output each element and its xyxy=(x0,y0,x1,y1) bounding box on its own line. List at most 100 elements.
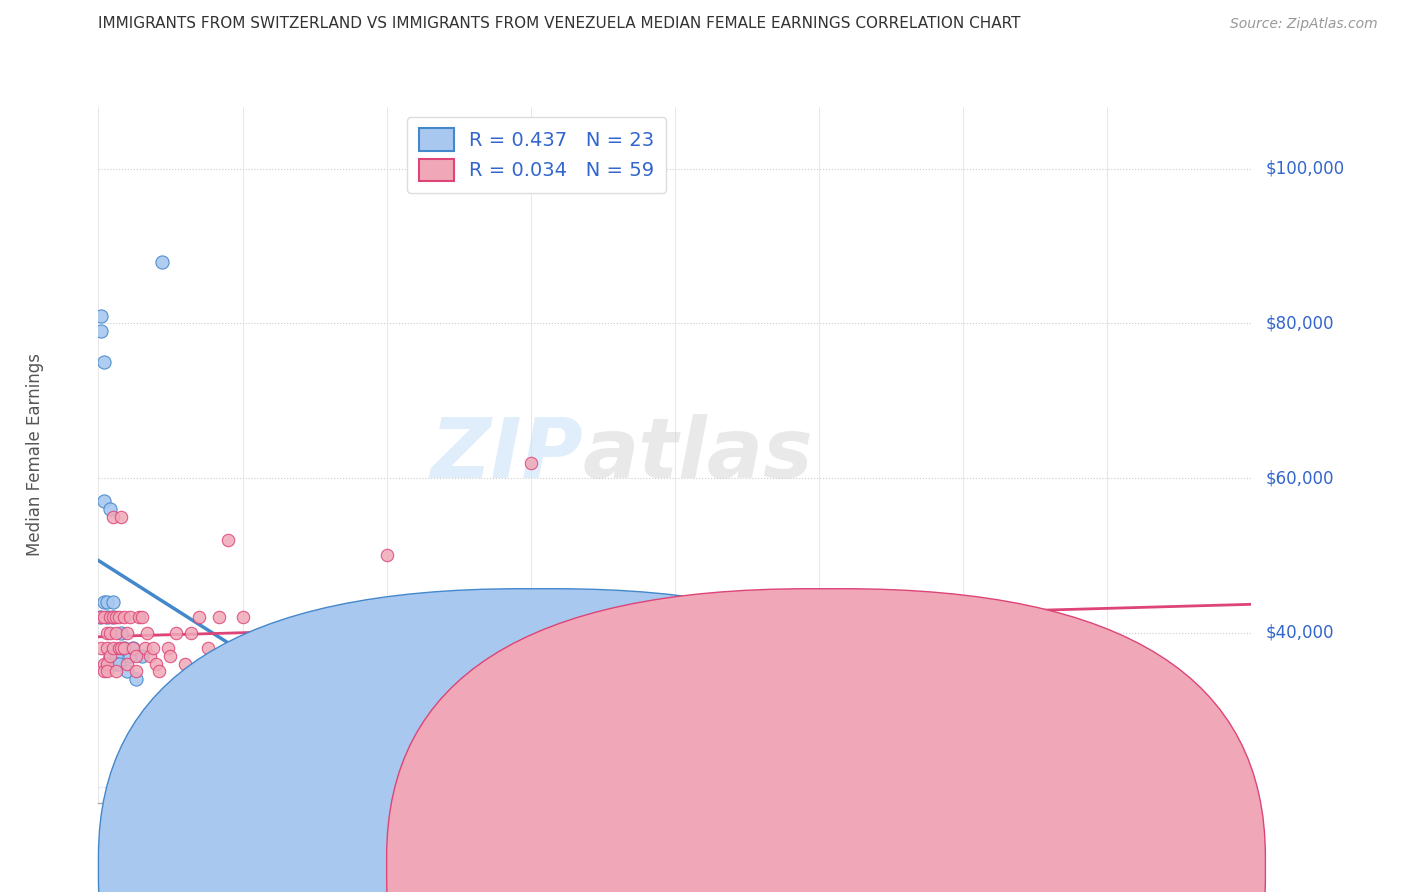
Point xyxy=(125,665,148,679)
Point xyxy=(197,641,219,656)
Point xyxy=(260,641,283,656)
Text: Immigrants from Venezuela: Immigrants from Venezuela xyxy=(851,860,1063,874)
Point xyxy=(145,657,167,671)
Point xyxy=(96,610,118,624)
Point xyxy=(128,610,150,624)
Point xyxy=(104,610,127,624)
Point xyxy=(664,625,686,640)
Point xyxy=(104,657,127,671)
Point xyxy=(208,610,231,624)
Point xyxy=(110,509,132,524)
Point xyxy=(318,665,340,679)
Point xyxy=(98,648,121,663)
Point xyxy=(202,665,225,679)
Point xyxy=(93,665,115,679)
Point xyxy=(120,648,142,663)
Point xyxy=(96,665,118,679)
Point xyxy=(110,641,132,656)
Point xyxy=(159,648,181,663)
Point xyxy=(520,456,543,470)
Point xyxy=(98,648,121,663)
Point xyxy=(110,625,132,640)
Point xyxy=(104,648,127,663)
Point xyxy=(290,657,312,671)
Point xyxy=(107,610,129,624)
Text: $40,000: $40,000 xyxy=(1265,624,1334,641)
Text: Immigrants from Venezuela: Immigrants from Venezuela xyxy=(848,860,1060,874)
Text: $100,000: $100,000 xyxy=(1265,160,1346,178)
Point xyxy=(96,641,118,656)
Text: 0.0%: 0.0% xyxy=(98,845,141,863)
Point xyxy=(107,641,129,656)
Point xyxy=(112,641,135,656)
Point xyxy=(107,657,129,671)
Point xyxy=(104,665,127,679)
Point xyxy=(90,309,112,323)
Point xyxy=(188,610,211,624)
Point xyxy=(346,610,368,624)
Point xyxy=(93,595,115,609)
Point xyxy=(231,610,254,624)
Point xyxy=(117,625,138,640)
Text: ■: ■ xyxy=(524,857,544,877)
Legend: R = 0.437   N = 23, R = 0.034   N = 59: R = 0.437 N = 23, R = 0.034 N = 59 xyxy=(406,117,666,193)
Point xyxy=(90,324,112,338)
Point xyxy=(246,648,269,663)
Point xyxy=(180,625,202,640)
Point xyxy=(112,610,135,624)
Point xyxy=(120,610,142,624)
Point xyxy=(217,533,239,547)
Point xyxy=(98,502,121,516)
Point xyxy=(139,648,162,663)
Point xyxy=(165,625,187,640)
Point xyxy=(156,641,179,656)
Point xyxy=(101,595,124,609)
Point xyxy=(136,625,159,640)
Point xyxy=(96,625,118,640)
Point xyxy=(134,641,156,656)
Point xyxy=(93,657,115,671)
Text: atlas: atlas xyxy=(582,415,813,495)
Point xyxy=(101,610,124,624)
Text: Median Female Earnings: Median Female Earnings xyxy=(25,353,44,557)
Point xyxy=(90,610,112,624)
Point xyxy=(125,672,148,686)
Text: 40.0%: 40.0% xyxy=(1199,845,1251,863)
Point xyxy=(131,610,153,624)
Point xyxy=(117,665,138,679)
Point xyxy=(142,641,165,656)
Point xyxy=(101,610,124,624)
Point xyxy=(375,549,398,563)
Point xyxy=(122,641,145,656)
Point xyxy=(96,595,118,609)
Point xyxy=(98,625,121,640)
Point xyxy=(104,625,127,640)
Text: ■: ■ xyxy=(813,857,832,877)
Point xyxy=(148,665,170,679)
Point xyxy=(117,657,138,671)
Point xyxy=(174,657,197,671)
Point xyxy=(96,657,118,671)
Point xyxy=(89,610,111,624)
Point xyxy=(98,610,121,624)
Point xyxy=(90,641,112,656)
Text: ZIP: ZIP xyxy=(430,415,582,495)
Point xyxy=(150,703,173,717)
Point xyxy=(93,355,115,369)
Point xyxy=(131,648,153,663)
Point xyxy=(101,509,124,524)
Point xyxy=(101,641,124,656)
Point xyxy=(1097,665,1119,679)
Text: IMMIGRANTS FROM SWITZERLAND VS IMMIGRANTS FROM VENEZUELA MEDIAN FEMALE EARNINGS : IMMIGRANTS FROM SWITZERLAND VS IMMIGRANT… xyxy=(98,16,1021,31)
Text: Source: ZipAtlas.com: Source: ZipAtlas.com xyxy=(1230,17,1378,31)
Point xyxy=(93,494,115,508)
Point xyxy=(125,648,148,663)
Point xyxy=(122,641,145,656)
Point xyxy=(93,610,115,624)
Point xyxy=(150,254,173,268)
Point xyxy=(112,641,135,656)
Text: Immigrants from Switzerland: Immigrants from Switzerland xyxy=(562,860,785,874)
Text: Immigrants from Switzerland: Immigrants from Switzerland xyxy=(560,860,782,874)
Text: $60,000: $60,000 xyxy=(1265,469,1334,487)
Text: $80,000: $80,000 xyxy=(1265,315,1334,333)
